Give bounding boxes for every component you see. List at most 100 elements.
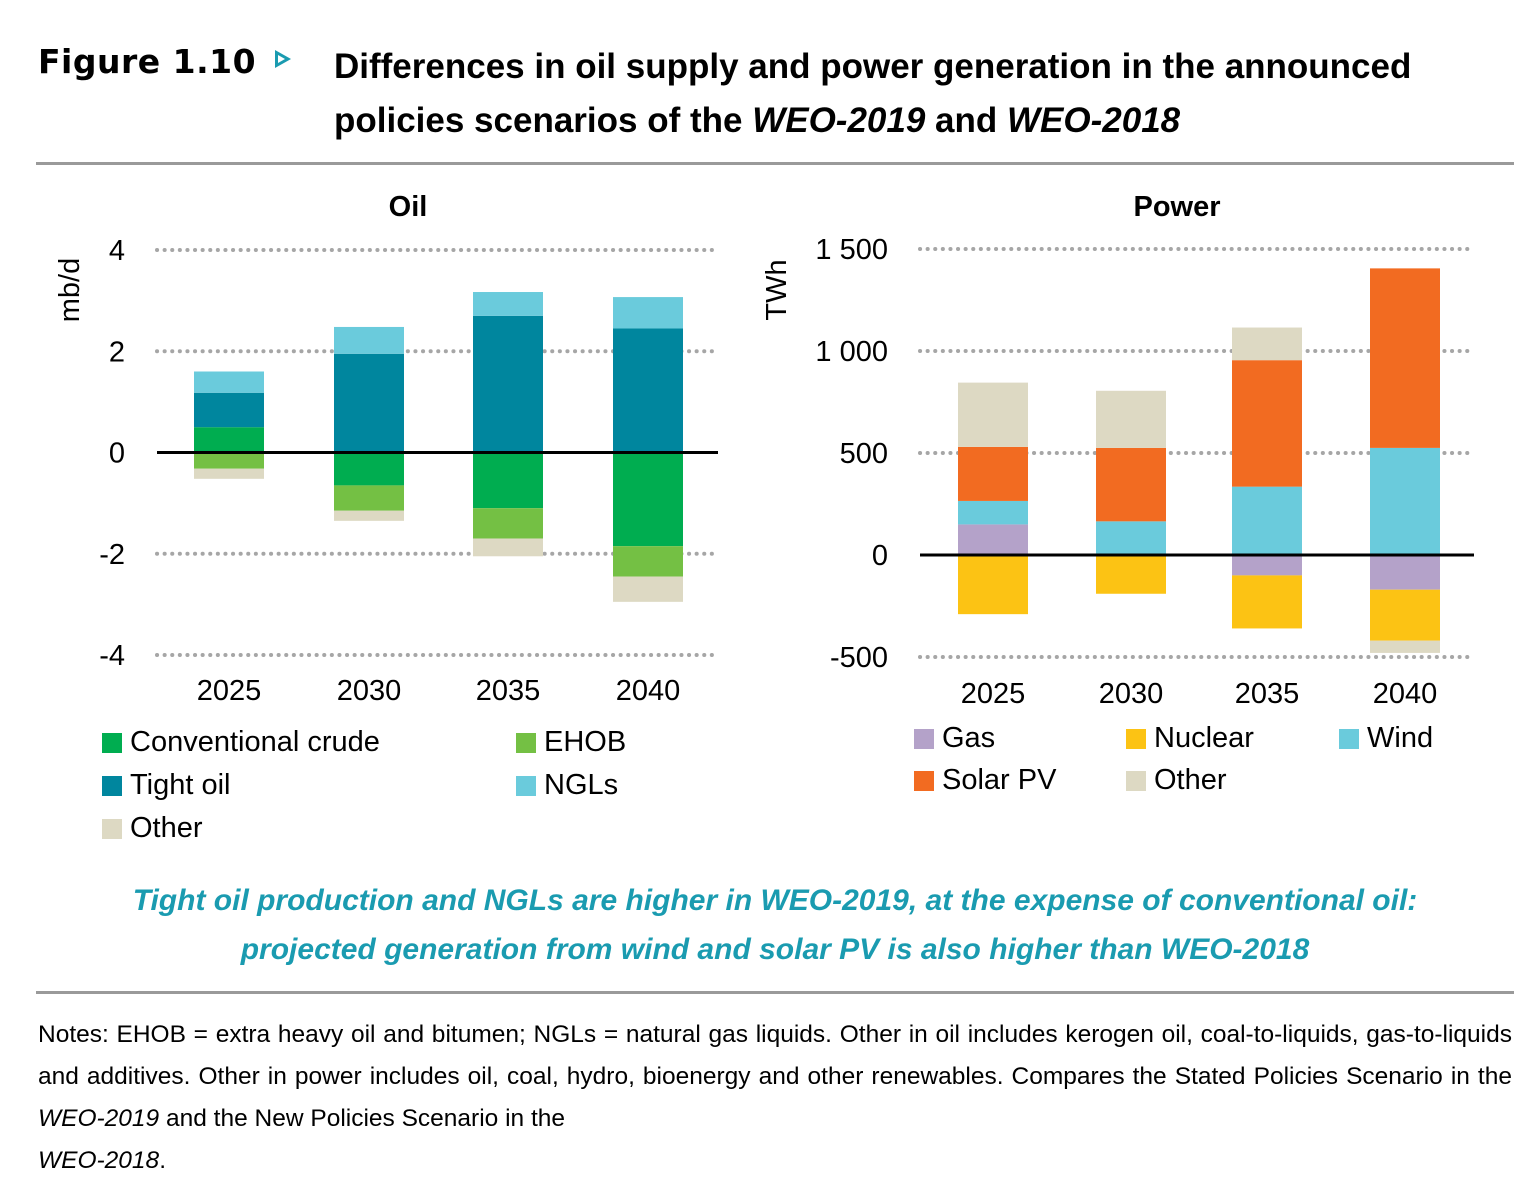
power-bar-segment (958, 524, 1028, 555)
power-bar-segment (1232, 486, 1302, 555)
oil-legend-item: Tight oil (102, 769, 230, 802)
legend-label: Other (130, 812, 203, 844)
power-bar-segment (1232, 360, 1302, 487)
charts-canvas: Oil mb/d 4 2 0 -2 -4 2025 2030 2035 2040 Power TWh 1 … (54, 191, 1476, 710)
triangle-arrow-icon (275, 50, 291, 68)
oil-y-tick-label: -2 (99, 539, 125, 571)
legend-label: Gas (942, 722, 996, 754)
power-y-tick-label: 0 (872, 540, 888, 572)
oil-bar-segment (473, 508, 543, 539)
power-bar-segment (1096, 390, 1166, 448)
figure-label: Figure 1.10 (38, 42, 257, 81)
oil-legend-item: NGLs (516, 769, 618, 802)
figure-caption: Tight oil production and NGLs are higher… (36, 876, 1514, 974)
power-bar-segment (958, 555, 1028, 615)
power-legend-item: Gas (914, 722, 995, 755)
legend-label: Solar PV (942, 764, 1057, 796)
oil-y-tick-label: 2 (109, 336, 125, 368)
power-bar-segment (1370, 555, 1440, 590)
oil-bar-segment (194, 371, 264, 393)
power-chart-title: Power (1133, 191, 1220, 223)
notes-text-2: and the New Policies Scenario in the (159, 1105, 566, 1132)
oil-bar-segment (613, 328, 683, 453)
legend-swatch (914, 770, 934, 791)
legend-swatch (914, 728, 934, 749)
top-divider (36, 162, 1514, 165)
oil-bar-segment (334, 353, 404, 453)
notes-weo2018: WEO-2018 (38, 1147, 160, 1174)
legend-label: Conventional crude (130, 726, 380, 758)
legend-label: Other (1154, 764, 1227, 796)
power-y-tick-label: 500 (840, 438, 888, 470)
power-y-tick-label: -500 (830, 642, 888, 674)
oil-bar-segment (473, 292, 543, 316)
oil-bar-segment (613, 297, 683, 329)
oil-bar-segment (613, 452, 683, 547)
oil-bar-segment (194, 468, 264, 479)
power-bar-segment (1232, 555, 1302, 576)
legend-swatch (102, 818, 122, 839)
oil-bar-segment (334, 326, 404, 354)
figure-title-line2a: policies scenarios of the (334, 101, 753, 140)
power-legend-item: Nuclear (1126, 722, 1254, 755)
oil-bar-segment (613, 576, 683, 602)
oil-legend-item: Other (102, 812, 203, 845)
oil-y-tick-label: 4 (109, 235, 125, 267)
power-bar-segment (1096, 521, 1166, 555)
oil-y-axis-label: mb/d (54, 258, 86, 322)
power-y-tick-label: 1 500 (815, 234, 888, 266)
figure-title: Differences in oil supply and power gene… (334, 40, 1514, 148)
power-y-tick-label: 1 000 (815, 336, 888, 368)
oil-chart-title: Oil (389, 191, 428, 223)
legend-label: EHOB (544, 726, 627, 758)
caption-line1: Tight oil production and NGLs are higher… (132, 884, 1418, 917)
caption-line2: projected generation from wind and solar… (240, 933, 1310, 966)
legend-label: NGLs (544, 769, 619, 801)
power-x-tick-label: 2040 (1373, 678, 1438, 710)
power-legend-item: Solar PV (914, 764, 1056, 797)
legend-label: Wind (1367, 722, 1434, 754)
oil-x-tick-label: 2025 (197, 675, 262, 707)
figure-title-line1: Differences in oil supply and power gene… (334, 47, 1412, 86)
power-y-axis-label: TWh (761, 259, 793, 320)
oil-legend-item: Conventional crude (102, 726, 380, 759)
figure-title-weo2019: WEO-2019 (752, 101, 926, 140)
oil-bar-segment (613, 546, 683, 577)
notes-period: . (159, 1147, 166, 1174)
power-bar-segment (1370, 268, 1440, 448)
oil-x-tick-label: 2030 (337, 675, 402, 707)
legend-swatch (102, 775, 122, 796)
power-bar-segment (958, 446, 1028, 501)
notes-text: Notes: EHOB = extra heavy oil and bitume… (38, 1021, 1512, 1090)
legend-swatch (516, 732, 536, 753)
power-bar-segment (958, 382, 1028, 447)
oil-bar-segment (194, 392, 264, 428)
power-legend-item: Wind (1339, 722, 1433, 755)
oil-bar-segment (334, 452, 404, 486)
legend-swatch (1126, 728, 1146, 749)
power-bar-segment (1370, 447, 1440, 555)
power-bar-segment (1096, 555, 1166, 594)
figure-notes: Notes: EHOB = extra heavy oil and bitume… (38, 1014, 1512, 1182)
oil-bar-segment (473, 538, 543, 557)
oil-x-tick-label: 2035 (476, 675, 541, 707)
power-bar-segment (1232, 327, 1302, 361)
figure-title-weo2018: WEO-2018 (1007, 101, 1181, 140)
power-bar-segment (1232, 575, 1302, 629)
oil-y-tick-label: 0 (109, 438, 125, 470)
power-x-tick-label: 2035 (1235, 678, 1300, 710)
figure-title-and: and (925, 101, 1008, 140)
legend-label: Tight oil (130, 769, 231, 801)
oil-bar-segment (334, 485, 404, 511)
power-x-tick-label: 2025 (961, 678, 1026, 710)
oil-bar-segment (334, 510, 404, 521)
legend-swatch (1339, 728, 1359, 749)
oil-legend-item: EHOB (516, 726, 626, 759)
oil-bar-segment (194, 427, 264, 453)
power-bar-segment (958, 500, 1028, 525)
oil-bar-segment (473, 315, 543, 453)
oil-bar-segment (473, 452, 543, 509)
power-x-tick-label: 2030 (1099, 678, 1164, 710)
legend-label: Nuclear (1154, 722, 1254, 754)
notes-weo2019: WEO-2019 (38, 1105, 160, 1132)
